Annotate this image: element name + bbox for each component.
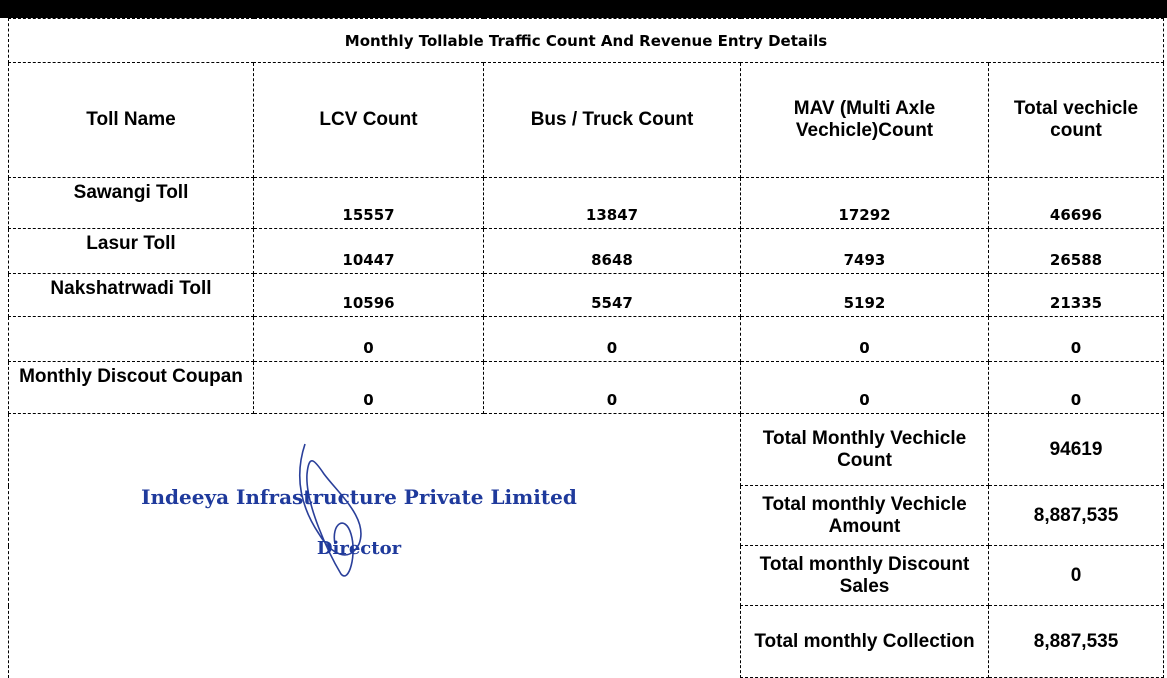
signature xyxy=(299,443,362,577)
header-cell: Toll Name xyxy=(8,62,254,178)
count-cell: 15557 xyxy=(253,177,484,229)
header-cell: LCV Count xyxy=(253,62,484,178)
stamp-company: Indeeya Infrastructure Private Limited xyxy=(141,485,577,509)
table-title: Monthly Tollable Traffic Count And Reven… xyxy=(7,18,1165,63)
summary-value: 0 xyxy=(987,545,1165,606)
count-cell: 7493 xyxy=(740,228,989,274)
count-cell: 0 xyxy=(987,361,1165,414)
toll-name: Sawangi Toll xyxy=(8,177,254,229)
count-cell: 5192 xyxy=(740,273,989,317)
count-cell: 10596 xyxy=(253,273,484,317)
summary-label: Total monthly Collection xyxy=(740,605,989,678)
toll-name: Lasur Toll xyxy=(8,228,254,274)
summary-value: 94619 xyxy=(987,413,1165,486)
summary-label: Total monthly Discount Sales xyxy=(740,545,989,606)
summary-row: Indeeya Infrastructure Private Limited Di… xyxy=(8,413,1165,678)
count-cell: 0 xyxy=(740,361,989,414)
count-cell: 26588 xyxy=(987,228,1165,274)
stamp: Indeeya Infrastructure Private Limited Di… xyxy=(141,443,577,577)
data-row: Monthly Discout Coupan 0 0 0 0 xyxy=(8,361,1165,414)
toll-name: Monthly Discout Coupan xyxy=(8,361,254,414)
toll-name xyxy=(8,316,254,362)
count-cell: 17292 xyxy=(740,177,989,229)
header-cell: Bus / Truck Count xyxy=(483,62,741,178)
count-cell: 0 xyxy=(483,361,741,414)
header-row: Toll Name LCV Count Bus / Truck Count MAV (… xyxy=(8,62,1165,178)
data-row: Sawangi Toll 15557 13847 17292 46696 xyxy=(8,177,1165,229)
count-cell: 5547 xyxy=(483,273,741,317)
count-cell: 46696 xyxy=(987,177,1165,229)
header-cell: MAV (Multi Axle Vechicle)Count xyxy=(740,62,989,178)
count-cell: 13847 xyxy=(483,177,741,229)
title-row: Monthly Tollable Traffic Count And Reven… xyxy=(7,18,1165,63)
count-cell: 10447 xyxy=(253,228,484,274)
stamp-cell: Indeeya Infrastructure Private Limited Di… xyxy=(8,413,741,678)
summary-label: Total monthly Vechicle Amount xyxy=(740,485,989,546)
header-cell: Total vechicle count xyxy=(987,62,1165,178)
count-cell: 8648 xyxy=(483,228,741,274)
count-cell: 0 xyxy=(253,316,484,362)
data-row: Nakshatrwadi Toll 10596 5547 5192 21335 xyxy=(8,273,1165,317)
traffic-table: Monthly Tollable Traffic Count And Reven… xyxy=(7,18,1165,678)
stamp-title: Director xyxy=(317,538,402,559)
summary-row: Total monthly Vechicle Amount 8,887,535 xyxy=(9,485,1165,546)
data-row: Lasur Toll 10447 8648 7493 26588 xyxy=(8,228,1165,274)
top-bar xyxy=(0,0,1167,18)
count-cell: 0 xyxy=(740,316,989,362)
summary-row: Total monthly Collection 8,887,535 xyxy=(9,605,1165,678)
summary-row: Total monthly Discount Sales 0 xyxy=(9,545,1165,606)
count-cell: 0 xyxy=(483,316,741,362)
summary-value: 8,887,535 xyxy=(987,605,1165,678)
summary-label: Total Monthly Vechicle Count xyxy=(740,413,989,486)
toll-name: Nakshatrwadi Toll xyxy=(8,273,254,317)
count-cell: 0 xyxy=(987,316,1165,362)
summary-value: 8,887,535 xyxy=(987,485,1165,546)
count-cell: 0 xyxy=(253,361,484,414)
count-cell: 21335 xyxy=(987,273,1165,317)
